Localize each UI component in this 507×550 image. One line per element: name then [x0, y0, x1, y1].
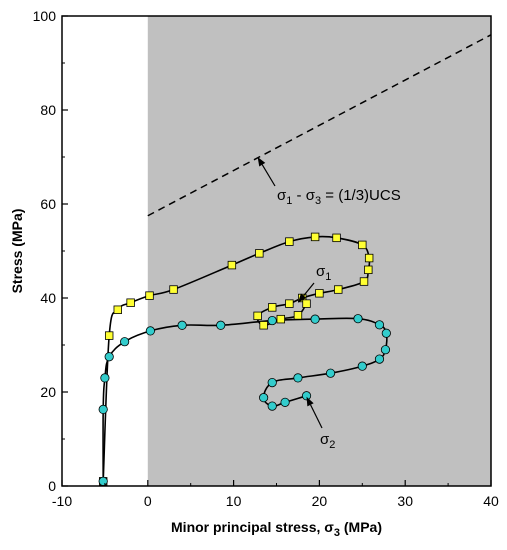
- sigma2-point-10: [353, 314, 363, 324]
- x-tick-label-0: -10: [52, 493, 72, 509]
- annotation-sigma2-label: σ2: [320, 431, 335, 451]
- sigma1-point-23: [293, 311, 303, 320]
- x-axis-title-sub: 3: [334, 527, 340, 539]
- sigma2-point-8: [267, 315, 277, 326]
- annotation-ucs-label: σ1 - σ3 = (1/3)UCS: [277, 187, 401, 207]
- sigma2-point-21: [280, 397, 290, 407]
- sigma2-point-5: [145, 326, 155, 336]
- annotation-sigma2-part-0: σ: [320, 431, 330, 448]
- sigma1-point-3: [126, 298, 135, 307]
- annotation-sigma1-part-1: 1: [325, 271, 331, 283]
- y-tick-label-5: 100: [33, 8, 57, 24]
- annotation-ucs-part-1: 1: [286, 195, 292, 207]
- sigma1-point-8: [285, 237, 294, 246]
- x-tick-label-1: 0: [144, 493, 152, 509]
- sigma2-point-6: [177, 320, 187, 330]
- sigma1-point-21: [259, 321, 268, 330]
- sigma1-point-13: [364, 265, 373, 274]
- sigma1-point-9: [310, 232, 320, 242]
- sigma1-point-24: [302, 299, 311, 308]
- ucs-reference-line: [147, 34, 492, 217]
- x-tick-label-2: 10: [226, 493, 242, 509]
- series-points-sigma2: [98, 314, 391, 486]
- y-tick-label-1: 20: [40, 384, 56, 400]
- annotation-sigma2: σ2: [306, 396, 335, 451]
- sigma2-point-11: [374, 320, 385, 330]
- annotation-ucs-part-2: - σ: [292, 187, 315, 204]
- sigma2-point-16: [325, 368, 336, 378]
- x-tick-label-3: 20: [312, 493, 328, 509]
- sigma1-point-12: [364, 253, 374, 263]
- sigma1-point-16: [315, 289, 324, 298]
- annotation-ucs-part-4: = (1/3)UCS: [321, 187, 401, 204]
- y-tick-label-2: 40: [40, 290, 56, 306]
- sigma2-point-20: [267, 401, 277, 411]
- sigma2-point-7: [216, 320, 226, 330]
- x-axis-title-main: Minor principal stress, σ: [171, 519, 334, 535]
- y-tick-label-3: 60: [40, 196, 56, 212]
- sigma1-point-11: [358, 240, 367, 250]
- sigma2-point-19: [259, 393, 269, 403]
- sigma2-point-15: [357, 361, 367, 371]
- x-tick-label-4: 30: [397, 493, 413, 509]
- sigma2-point-22: [301, 391, 312, 401]
- annotation-ucs-arrowhead: [257, 157, 266, 167]
- sigma2-point-2: [100, 373, 110, 383]
- annotation-sigma1-arrowhead: [297, 293, 307, 303]
- annotation-sigma2-part-1: 2: [329, 439, 335, 451]
- series-points-sigma1: [98, 232, 374, 486]
- y-axis-ticks: 0 20 40 60 80 100: [33, 8, 68, 494]
- annotation-ucs-arrow: [261, 164, 276, 187]
- shaded-region: [147, 16, 492, 486]
- sigma1-point-4: [145, 291, 154, 300]
- sigma1-point-18: [285, 299, 294, 308]
- sigma2-point-14: [374, 354, 385, 364]
- annotation-sigma1-label: σ1: [316, 263, 331, 283]
- sigma2-point-4: [120, 337, 130, 347]
- annotation-sigma2-arrowhead: [306, 396, 314, 407]
- y-axis-title: Stress (MPa): [9, 209, 25, 294]
- sigma1-point-10: [332, 233, 341, 243]
- y-tick-label-0: 0: [48, 478, 56, 494]
- sigma1-point-15: [334, 285, 343, 294]
- sigma1-point-20: [253, 311, 262, 321]
- sigma2-point-1: [98, 404, 108, 414]
- sigma2-point-3: [104, 352, 114, 362]
- annotation-ucs-part-3: 3: [315, 195, 321, 207]
- sigma1-point-6: [227, 260, 237, 270]
- sigma2-point-18: [267, 377, 277, 388]
- x-axis-title-unit: (MPa): [340, 519, 382, 535]
- sigma1-point-7: [255, 249, 264, 258]
- sigma2-point-12: [381, 328, 391, 338]
- annotation-ucs: σ1 - σ3 = (1/3)UCS: [257, 157, 401, 207]
- x-axis-ticks: -10 0 10 20 30 40: [52, 480, 499, 509]
- sigma1-point-19: [268, 303, 277, 312]
- sigma2-point-17: [293, 373, 303, 383]
- annotation-ucs-part-0: σ: [277, 187, 287, 204]
- annotation-sigma1-part-0: σ: [316, 263, 326, 280]
- x-tick-label-5: 40: [483, 493, 499, 509]
- annotation-sigma1-arrow: [303, 282, 315, 297]
- sigma2-point-9: [310, 314, 320, 324]
- y-tick-label-4: 80: [40, 102, 56, 118]
- annotation-sigma2-arrow: [309, 404, 323, 429]
- x-axis-title: Minor principal stress, σ3 (MPa): [171, 519, 382, 539]
- sigma1-point-14: [359, 277, 369, 286]
- sigma1-point-1: [104, 331, 114, 340]
- sigma2-point-13: [380, 345, 391, 355]
- sigma1-point-5: [169, 285, 178, 294]
- annotation-sigma1: σ1: [297, 263, 331, 303]
- sigma1-point-2: [113, 305, 122, 314]
- sigma1-point-22: [276, 314, 285, 324]
- sigma2-point-0: [98, 476, 108, 486]
